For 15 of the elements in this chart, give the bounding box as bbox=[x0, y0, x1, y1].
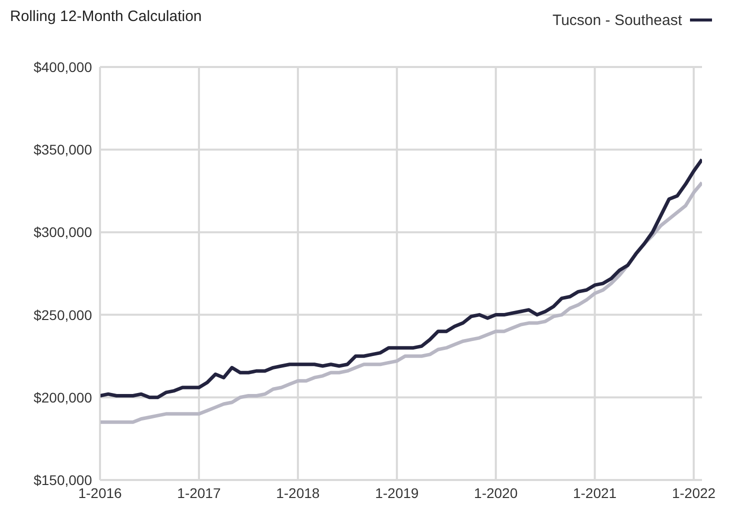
x-tick-label: 1-2022 bbox=[672, 484, 716, 501]
y-tick-label: $400,000 bbox=[34, 58, 92, 75]
chart-title: Rolling 12-Month Calculation bbox=[10, 8, 202, 25]
x-tick-label: 1-2018 bbox=[276, 484, 320, 501]
y-tick-label: $350,000 bbox=[34, 142, 92, 158]
y-tick-label: $250,000 bbox=[34, 306, 92, 323]
y-tick-label: $200,000 bbox=[34, 389, 92, 406]
legend-label: Tucson - Southeast bbox=[552, 12, 682, 28]
x-tick-label: 1-2019 bbox=[375, 484, 419, 501]
x-tick-label: 1-2017 bbox=[177, 484, 221, 501]
line-series bbox=[100, 158, 702, 400]
line-series bbox=[100, 180, 702, 424]
y-tick-label: $300,000 bbox=[34, 224, 92, 240]
x-tick-label: 1-2021 bbox=[573, 484, 617, 501]
x-tick-label: 1-2020 bbox=[474, 484, 518, 501]
